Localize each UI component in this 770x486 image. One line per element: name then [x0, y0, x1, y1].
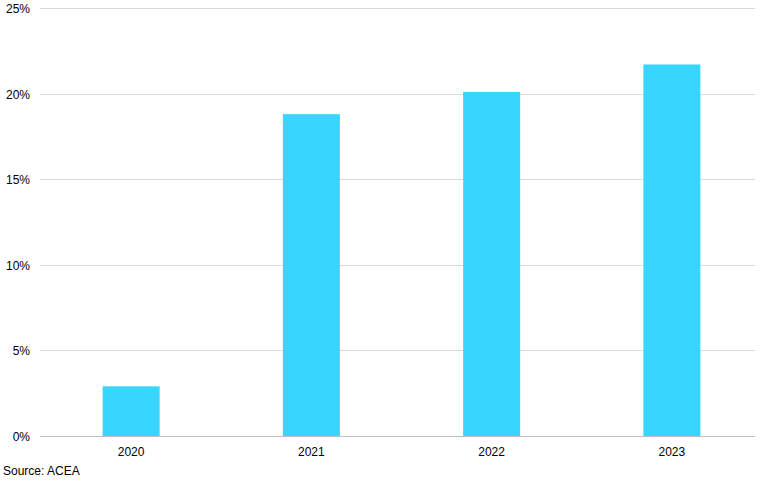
chart-container: 0% 5% 10% 15% 20% 25% 2020 2021 2022 2023 Source: … [0, 0, 770, 486]
grid-line [40, 8, 755, 9]
y-tick-label: 25% [6, 2, 30, 16]
bar [463, 92, 520, 436]
x-tick-label: 2020 [118, 445, 145, 459]
y-tick-label: 15% [6, 173, 30, 187]
chart: 0% 5% 10% 15% 20% 25% 2020 2021 2022 2023 Source: … [0, 0, 770, 486]
grid [40, 9, 755, 437]
x-tick-label: 2021 [298, 445, 325, 459]
x-tick-label: 2023 [659, 445, 686, 459]
bars [103, 64, 701, 436]
x-tick-label: 2022 [478, 445, 505, 459]
y-tick-label: 0% [13, 430, 31, 444]
y-tick-label: 10% [6, 259, 30, 273]
bar [643, 64, 700, 436]
bar [283, 114, 340, 436]
source-note: Source: ACEA [3, 464, 80, 478]
y-tick-label: 5% [13, 344, 31, 358]
bar [103, 386, 160, 436]
grid-line [40, 436, 755, 437]
y-tick-label: 20% [6, 88, 30, 102]
